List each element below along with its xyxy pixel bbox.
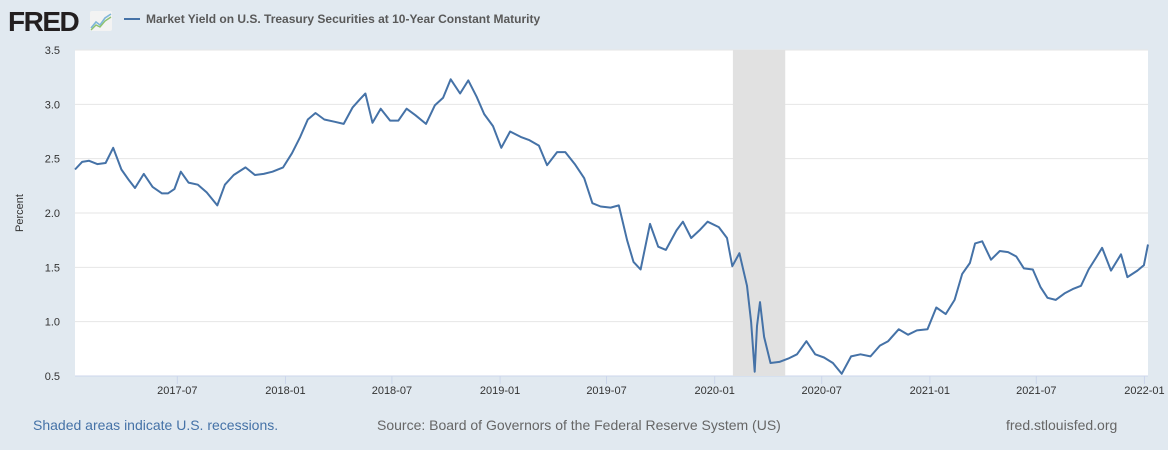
x-tick-label: 2019-07: [586, 385, 626, 397]
recession-shade: [732, 50, 786, 376]
x-tick-label: 2018-07: [372, 385, 412, 397]
source-text: Source: Board of Governors of the Federa…: [377, 417, 781, 433]
y-tick-label: 0.5: [45, 371, 60, 383]
x-tick-label: 2021-07: [1016, 385, 1056, 397]
y-tick-label: 1.5: [45, 262, 60, 274]
chart-logo-icon: [90, 11, 112, 31]
line-chart: 0.5 1.0 1.5 2.0 2.5 3.0 3.5 2017-07 2018-01 2018…: [14, 45, 1165, 397]
x-tick-label: 2020-01: [694, 385, 734, 397]
series-line: [74, 78, 1149, 375]
x-tick-label: 2017-07: [157, 385, 197, 397]
y-tick-label: 3.5: [45, 45, 60, 57]
y-tick-label: 3.0: [45, 99, 60, 111]
fred-logo[interactable]: FRED: [8, 6, 80, 37]
recession-note: Shaded areas indicate U.S. recessions.: [33, 417, 279, 433]
x-tick-label: 2020-07: [802, 385, 842, 397]
x-tick-label: 2022-01: [1124, 385, 1164, 397]
y-tick-label: 2.0: [45, 208, 60, 220]
y-tick-label: 2.5: [45, 154, 60, 166]
y-axis-label: Percent: [14, 194, 26, 232]
x-tick-label: 2018-01: [265, 385, 305, 397]
x-tick-label: 2021-01: [910, 385, 950, 397]
x-tick-label: 2019-01: [480, 385, 520, 397]
y-tick-label: 1.0: [45, 317, 60, 329]
legend-label: Market Yield on U.S. Treasury Securities…: [146, 12, 541, 26]
chart-legend: Market Yield on U.S. Treasury Securities…: [124, 12, 540, 26]
site-link[interactable]: fred.stlouisfed.org: [1006, 417, 1118, 433]
legend-line-swatch: [124, 18, 140, 20]
